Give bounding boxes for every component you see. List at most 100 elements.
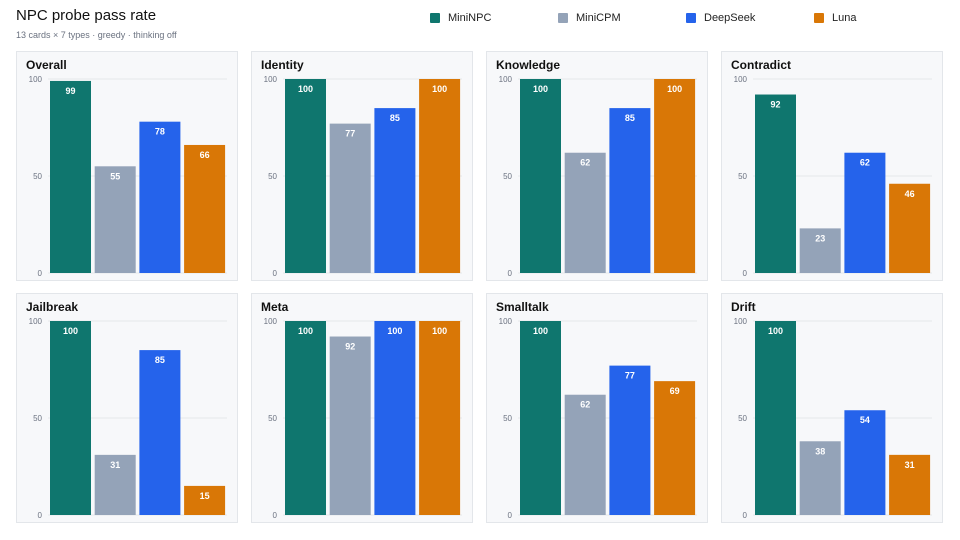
bar-value-label: 62 <box>580 158 590 168</box>
chart-title: Identity <box>261 58 304 72</box>
y-tick-label: 100 <box>499 75 513 84</box>
bar-mininpc <box>285 79 326 273</box>
chart-panel-meta: Meta 0 50 100 100 92 100 100 <box>251 293 473 523</box>
bar-value-label: 31 <box>905 460 915 470</box>
chart-title: Drift <box>731 300 756 314</box>
bar-value-label: 15 <box>200 491 210 501</box>
bar-value-label: 100 <box>298 84 313 94</box>
chart-legend: MiniNPC MiniCPM DeepSeek Luna <box>0 12 960 28</box>
y-tick-label: 50 <box>33 172 42 181</box>
y-tick-label: 50 <box>503 414 512 423</box>
y-tick-label: 100 <box>29 317 43 326</box>
bar-deepseek <box>844 152 886 273</box>
legend-item-deepseek: DeepSeek <box>686 12 755 24</box>
bar-minicpm <box>799 441 841 515</box>
page-title: NPC probe pass rate <box>16 7 157 24</box>
legend-item-minicpm: MiniCPM <box>558 12 621 24</box>
bar-value-label: 99 <box>65 86 75 96</box>
bar-mininpc <box>520 79 561 273</box>
bar-value-label: 100 <box>667 84 682 94</box>
bar-value-label: 100 <box>432 84 447 94</box>
bar-value-label: 85 <box>625 113 635 123</box>
y-tick-label: 0 <box>743 269 748 278</box>
bar-chart: Meta 0 50 100 100 92 100 100 <box>261 300 462 520</box>
bar-mininpc <box>50 321 91 515</box>
bar-deepseek <box>374 321 416 515</box>
bar-luna <box>889 454 931 515</box>
bar-value-label: 100 <box>533 84 548 94</box>
legend-swatch <box>814 13 824 23</box>
legend-label: DeepSeek <box>704 12 756 24</box>
bar-chart: Jailbreak 0 50 100 100 31 85 15 <box>26 300 227 520</box>
bar-luna <box>184 144 226 273</box>
bar-value-label: 77 <box>345 129 355 139</box>
y-tick-label: 100 <box>499 317 513 326</box>
bar-value-label: 92 <box>345 342 355 352</box>
bar-mininpc <box>755 94 796 273</box>
bar-value-label: 55 <box>110 171 120 181</box>
bar-mininpc <box>285 321 326 515</box>
bar-value-label: 85 <box>390 113 400 123</box>
bar-deepseek <box>609 365 651 515</box>
bar-minicpm <box>329 336 371 515</box>
bar-value-label: 100 <box>432 326 447 336</box>
legend-swatch <box>430 13 440 23</box>
bar-value-label: 100 <box>533 326 548 336</box>
chart-title: Knowledge <box>496 58 560 72</box>
bar-chart: Drift 0 50 100 100 38 54 31 <box>731 300 932 520</box>
bar-value-label: 92 <box>770 100 780 110</box>
bar-value-label: 62 <box>860 158 870 168</box>
bar-chart: Contradict 0 50 100 92 23 62 46 <box>731 58 932 278</box>
bar-value-label: 46 <box>905 189 915 199</box>
bar-value-label: 77 <box>625 371 635 381</box>
bar-value-label: 62 <box>580 400 590 410</box>
chart-panel-knowledge: Knowledge 0 50 100 100 62 85 100 <box>486 51 708 281</box>
bar-chart: Overall 0 50 100 99 55 78 66 <box>26 58 227 278</box>
chart-title: Contradict <box>731 58 791 72</box>
bar-mininpc <box>520 321 561 515</box>
bar-luna <box>184 485 226 515</box>
bar-minicpm <box>564 152 606 273</box>
legend-swatch <box>686 13 696 23</box>
legend-item-luna: Luna <box>814 12 856 24</box>
y-tick-label: 50 <box>503 172 512 181</box>
bar-chart: Smalltalk 0 50 100 100 62 77 69 <box>496 300 697 520</box>
bar-minicpm <box>94 166 136 273</box>
bar-value-label: 100 <box>387 326 402 336</box>
legend-label: MiniCPM <box>576 12 621 24</box>
y-tick-label: 100 <box>734 75 748 84</box>
bar-value-label: 85 <box>155 355 165 365</box>
bar-value-label: 66 <box>200 150 210 160</box>
y-tick-label: 50 <box>268 414 277 423</box>
chart-panel-drift: Drift 0 50 100 100 38 54 31 <box>721 293 943 523</box>
bar-minicpm <box>329 123 371 274</box>
bar-value-label: 100 <box>63 326 78 336</box>
y-tick-label: 50 <box>738 172 747 181</box>
bar-chart: Knowledge 0 50 100 100 62 85 100 <box>496 58 697 278</box>
chart-title: Overall <box>26 58 67 72</box>
chart-title: Jailbreak <box>26 300 78 314</box>
y-tick-label: 100 <box>264 317 278 326</box>
y-tick-label: 0 <box>743 511 748 520</box>
bar-luna <box>654 381 696 515</box>
bar-minicpm <box>94 454 136 515</box>
y-tick-label: 100 <box>734 317 748 326</box>
chart-panel-overall: Overall 0 50 100 99 55 78 66 <box>16 51 238 281</box>
y-tick-label: 0 <box>38 511 43 520</box>
bar-luna <box>419 79 461 273</box>
y-tick-label: 0 <box>508 511 513 520</box>
bar-mininpc <box>755 321 796 515</box>
y-tick-label: 50 <box>33 414 42 423</box>
bar-value-label: 100 <box>768 326 783 336</box>
bar-deepseek <box>139 121 181 274</box>
legend-item-mininpc: MiniNPC <box>430 12 491 24</box>
bar-deepseek <box>844 410 886 515</box>
y-tick-label: 50 <box>268 172 277 181</box>
chart-panel-smalltalk: Smalltalk 0 50 100 100 62 77 69 <box>486 293 708 523</box>
chart-panel-jailbreak: Jailbreak 0 50 100 100 31 85 15 <box>16 293 238 523</box>
bar-mininpc <box>50 80 91 273</box>
bar-luna <box>419 321 461 515</box>
bar-deepseek <box>609 108 651 273</box>
bar-value-label: 38 <box>815 446 825 456</box>
y-tick-label: 100 <box>264 75 278 84</box>
